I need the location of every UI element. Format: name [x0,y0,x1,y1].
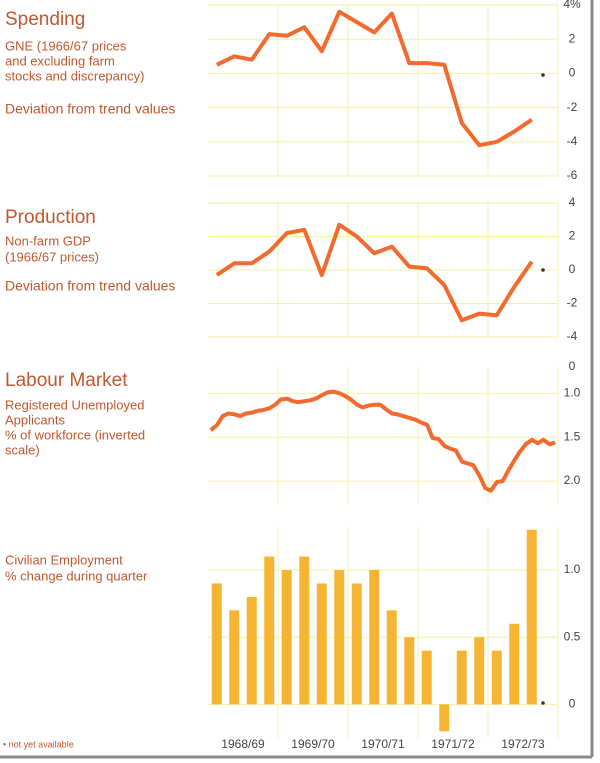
panel-subtitle: scale) [5,442,40,457]
panel-subtitle: (1966/67 prices) [5,249,99,264]
footnote: • not yet available [3,739,74,749]
data-line [215,9,533,148]
bar [246,596,257,705]
y-tick-label: 2.0 [564,473,581,487]
panel-title: Spending [5,9,85,30]
bar [456,650,467,705]
panel-title: Civilian Employment [5,552,123,567]
bar [509,623,520,705]
y-tick-label: -2 [567,296,578,310]
y-tick-label: -2 [567,100,578,114]
y-tick-label: 0.5 [564,629,581,643]
panel-subtitle: Non-farm GDP [5,233,91,248]
bar [334,570,345,705]
y-tick-label: 4 [569,195,576,209]
not-available-dot [541,73,545,77]
data-line [209,389,556,493]
bar [421,650,432,705]
panel-title: Production [5,207,96,228]
y-tick-label: 0 [569,66,576,80]
bar [316,583,327,705]
bar [369,570,380,705]
bar [474,637,485,705]
bar [491,650,502,705]
y-tick-label: 1.5 [564,429,581,443]
data-line [215,222,534,323]
axis-break-label: 0 [569,359,576,373]
x-tick-label: 1972/73 [501,737,545,751]
bar [264,556,275,705]
y-tick-label: 2 [569,229,576,243]
panel-subtitle: Applicants [5,412,65,427]
bar [404,637,415,705]
x-tick-label: 1970/71 [361,737,405,751]
panel-subtitle: % change during quarter [5,568,148,583]
x-tick-label: 1968/69 [221,737,265,751]
y-tick-label: 0 [569,262,576,276]
y-tick-label: 2 [569,31,576,45]
panel-title: Labour Market [5,370,128,391]
bar [211,583,222,705]
bar [386,610,397,705]
y-tick-label: -4 [567,329,578,343]
y-axis-label: Deviation from trend values [5,101,175,117]
bar [351,583,362,705]
not-available-dot [541,701,545,705]
bar [281,570,292,705]
panel-subtitle: Registered Unemployed [5,397,144,412]
not-available-dot [541,268,545,272]
y-tick-label: 0 [569,697,576,711]
bar [299,556,310,705]
x-tick-label: 1969/70 [291,737,335,751]
bar [526,529,537,705]
bar [229,610,240,705]
y-axis-label: Deviation from trend values [5,278,175,294]
panel-subtitle: GNE (1966/67 prices [5,38,127,53]
bar [439,704,450,732]
panel-subtitle: % of workforce (inverted [5,427,145,442]
x-tick-label: 1971/72 [431,737,475,751]
y-tick-label: 1.0 [564,562,581,576]
y-tick-label: 1.0 [564,385,581,399]
y-tick-label: 4% [563,0,581,11]
panel-subtitle: and excluding farm [5,53,115,68]
y-tick-label: -4 [567,134,578,148]
panel-subtitle: stocks and discrepancy) [5,68,144,83]
y-tick-label: -6 [567,168,578,182]
